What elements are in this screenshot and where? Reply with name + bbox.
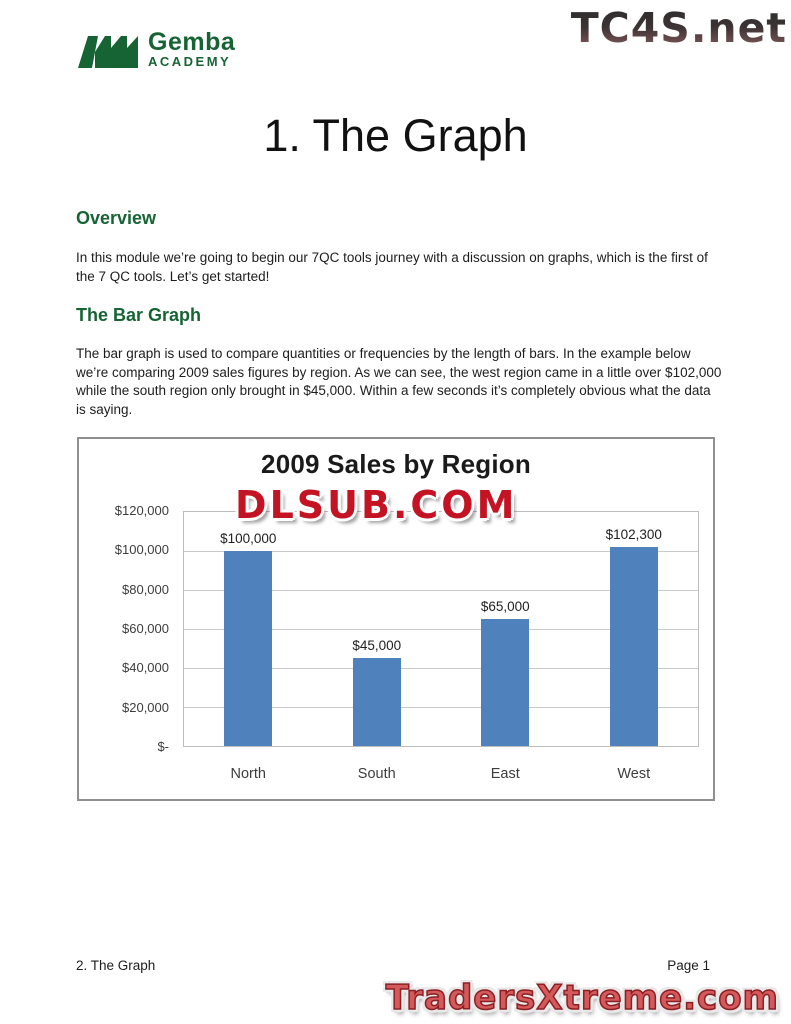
- y-tick-label: $60,000: [122, 621, 169, 636]
- y-tick-label: $-: [157, 739, 169, 754]
- bar-chart: 2009 Sales by Region DLSUB.COM $120,000 $…: [77, 437, 715, 801]
- footer-page-number: Page 1: [667, 958, 710, 973]
- overview-paragraph: In this module we’re going to begin our …: [76, 250, 708, 284]
- watermark-tc4s: TC4S.net: [570, 4, 787, 52]
- y-tick-label: $120,000: [114, 503, 169, 518]
- bar-graph-paragraph: The bar graph is used to compare quantit…: [76, 346, 722, 417]
- gemba-academy-logo: Gemba ACADEMY: [78, 24, 235, 70]
- bar-east: [481, 619, 530, 746]
- bar-slot-north: $100,000 North: [184, 512, 313, 782]
- gridline: [184, 550, 698, 552]
- bar-west: [609, 546, 658, 746]
- bar-value-label: $100,000: [220, 531, 277, 546]
- bar-slot-east: $65,000 East: [441, 512, 570, 782]
- bar-value-label: $102,300: [605, 526, 662, 542]
- x-tick-label: East: [490, 766, 520, 782]
- section-heading-bar-graph: The Bar Graph: [76, 305, 202, 325]
- gridline: [184, 667, 698, 669]
- watermark-dlsub: DLSUB.COM: [235, 483, 518, 527]
- y-tick-label: $40,000: [122, 660, 169, 676]
- footer-section-label: 2. The Graph: [76, 958, 156, 973]
- x-tick-label: South: [357, 766, 396, 782]
- y-tick-label: $100,000: [114, 542, 169, 558]
- plot-area: $100,000 North $45,000 South $65,000 East $102…: [183, 511, 699, 782]
- bar-value-label: $65,000: [480, 599, 530, 615]
- logo-name: Gemba: [148, 28, 236, 56]
- page-title: 1. The Graph: [263, 110, 528, 161]
- gridline: [184, 707, 698, 708]
- y-axis: $120,000 $100,000 $80,000 $60,000 $40,000 $20…: [79, 503, 169, 754]
- y-tick-label: $80,000: [122, 581, 169, 597]
- bar-value-label: $45,000: [352, 638, 402, 654]
- x-tick-label: North: [230, 766, 266, 782]
- bar-north: [224, 551, 273, 746]
- bar-slot-west: $102,300 West: [570, 512, 699, 782]
- factory-icon: [78, 36, 138, 68]
- section-heading-overview: Overview: [76, 208, 157, 228]
- watermark-tradersxtreme: TradersXtreme.com: [385, 977, 779, 1019]
- gridline: [184, 629, 698, 630]
- logo-subtitle: ACADEMY: [148, 54, 232, 69]
- bar-south: [352, 658, 401, 746]
- gridline: [184, 589, 698, 591]
- x-tick-label: West: [617, 766, 651, 782]
- chart-title: 2009 Sales by Region: [261, 449, 531, 479]
- logo-text: Gemba ACADEMY: [148, 24, 236, 70]
- bar-slot-south: $45,000 South: [313, 512, 442, 782]
- y-tick-label: $20,000: [122, 699, 169, 715]
